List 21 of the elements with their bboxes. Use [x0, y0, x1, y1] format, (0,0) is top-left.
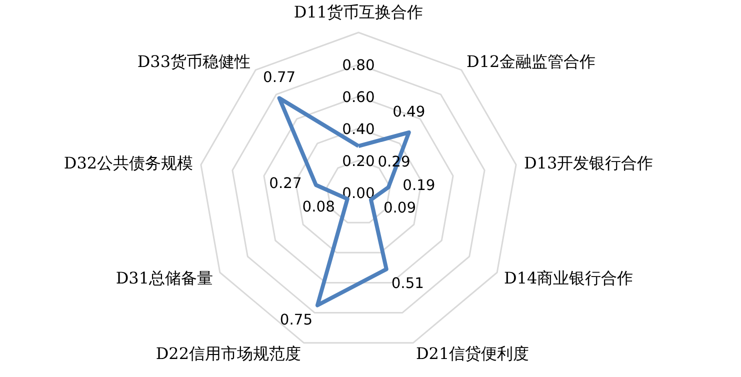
data-label: 0.19 — [402, 177, 436, 194]
spoke-label: D22信用市场规范度 — [156, 344, 302, 363]
data-label: 0.27 — [269, 175, 302, 192]
spoke-label: D31总储备量 — [116, 268, 214, 288]
y-tick-label: 0.60 — [342, 89, 375, 106]
data-label: 0.77 — [262, 69, 296, 86]
y-tick-label: 0.80 — [342, 57, 375, 74]
spoke-label: D11货币互换合作 — [294, 2, 424, 22]
y-tick-label: 0.20 — [342, 153, 375, 170]
data-label: 0.51 — [391, 275, 424, 292]
data-label: 0.08 — [302, 198, 335, 216]
data-label: 0.09 — [383, 199, 416, 216]
data-label: 0.49 — [392, 103, 426, 120]
spoke-label: D13开发银行合作 — [524, 153, 654, 172]
y-tick-label: 0.40 — [342, 121, 375, 138]
spoke-label: D14商业银行合作 — [504, 268, 634, 288]
spoke-label: D21信贷便利度 — [416, 344, 530, 363]
data-label: 0.75 — [280, 311, 313, 328]
spoke-label: D12金融监管合作 — [466, 52, 596, 71]
spoke-label: D32公共债务规模 — [64, 153, 194, 172]
spoke-label: D33货币稳健性 — [137, 52, 251, 71]
